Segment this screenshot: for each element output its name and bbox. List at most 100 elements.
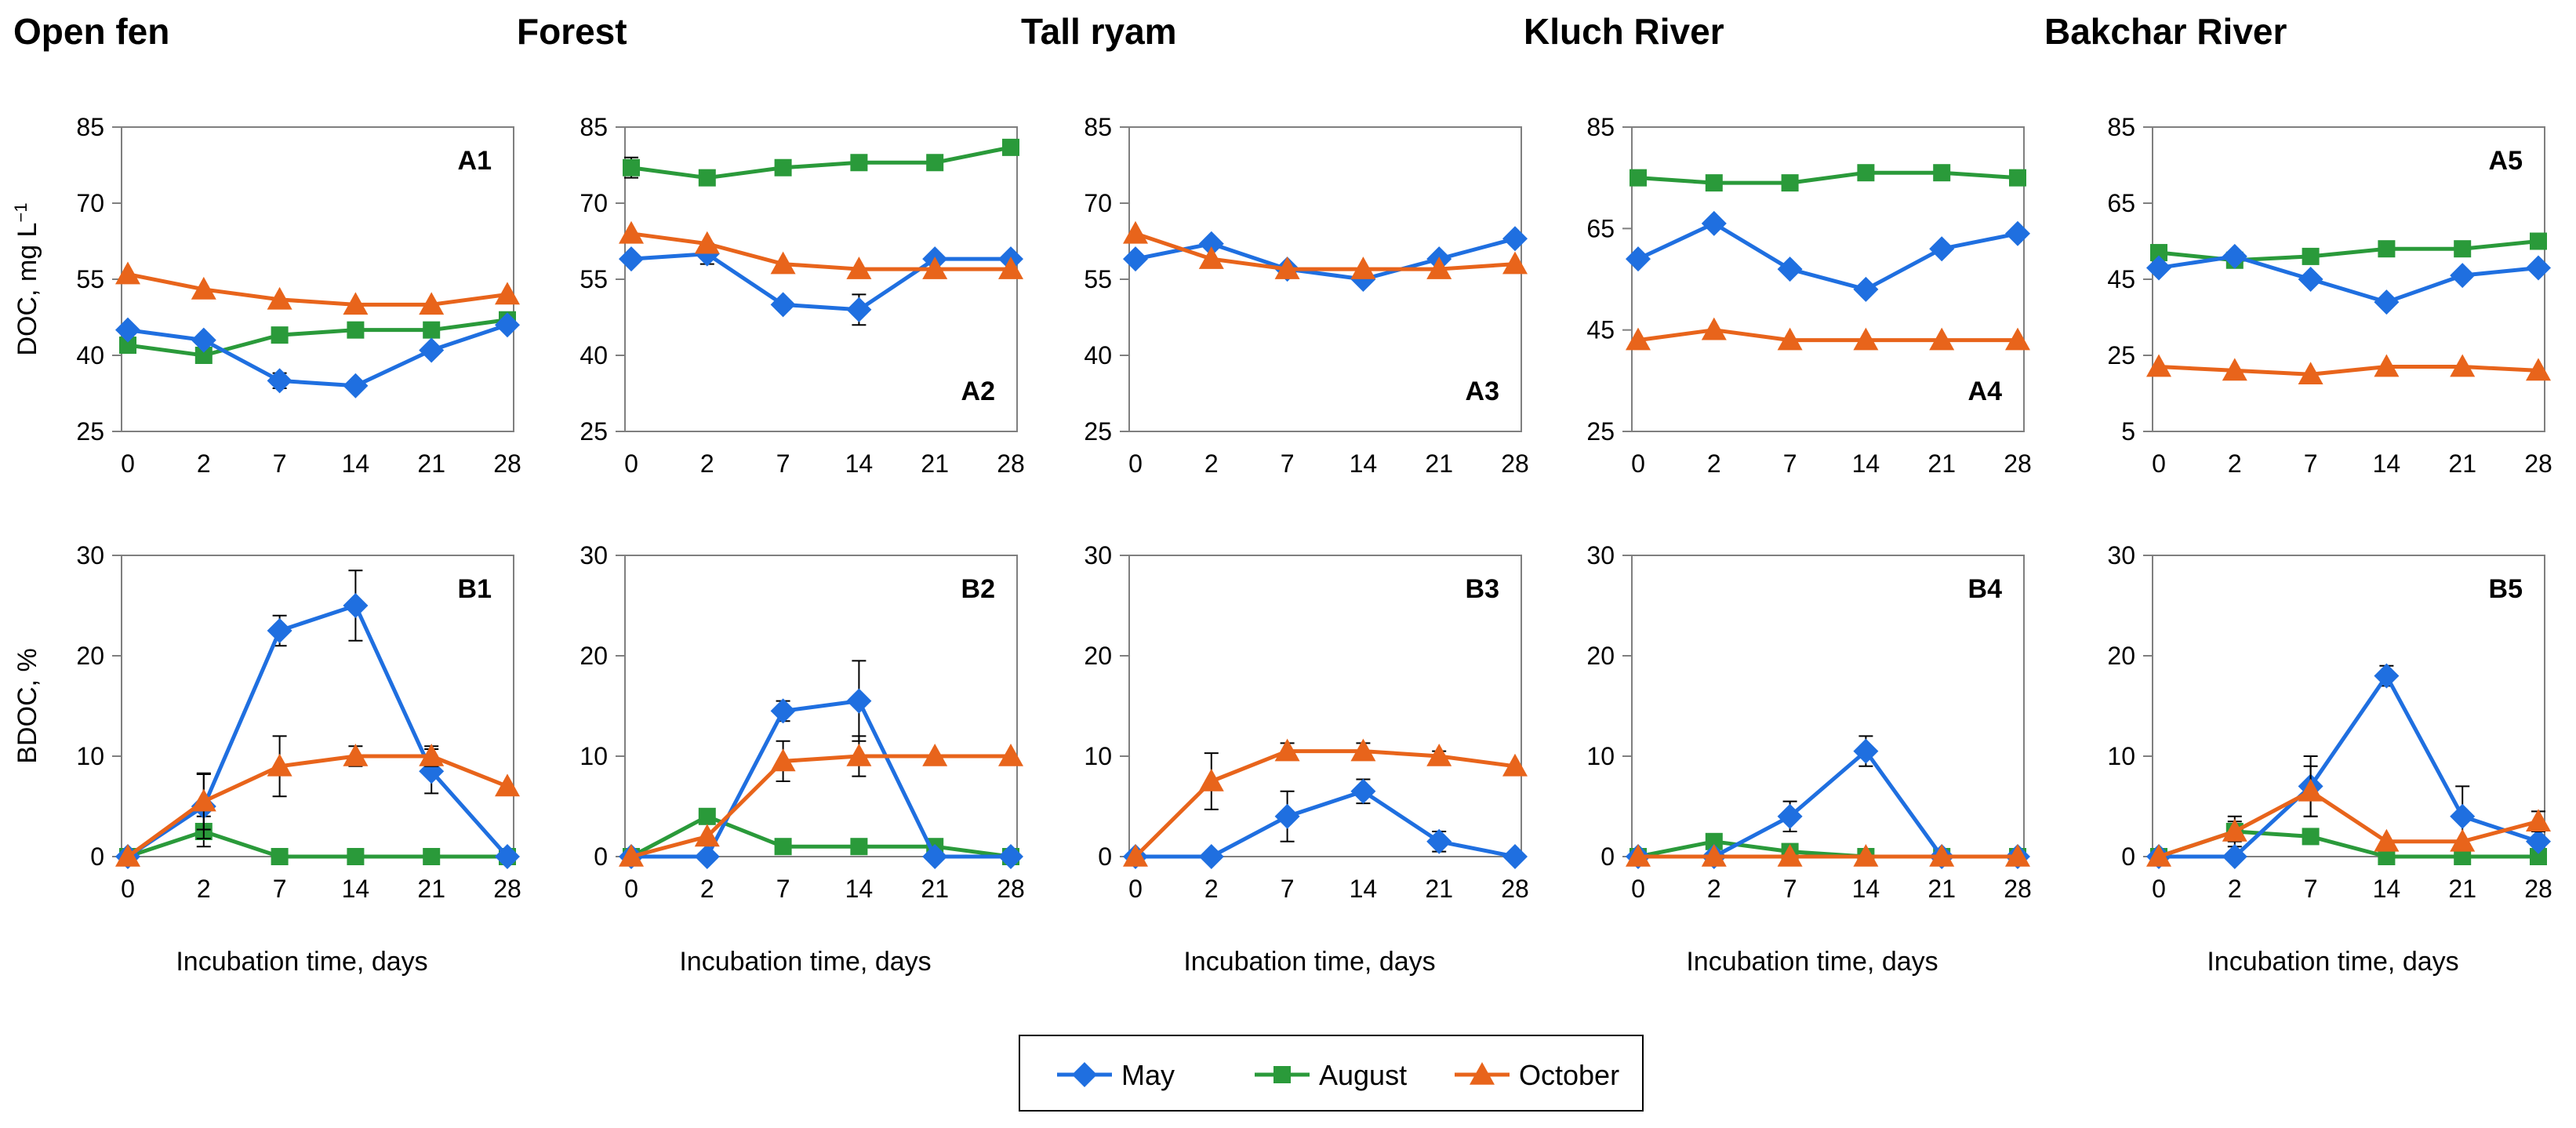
data-point [115,844,140,867]
x-tick-label: 0 [121,449,135,478]
x-tick-label: 2 [2228,875,2242,903]
data-point [1705,832,1723,850]
data-point [1853,276,1879,302]
data-point [1198,246,1224,269]
series-line [127,272,508,307]
data-point [694,824,720,847]
plot-frame [2152,555,2545,857]
data-point [2450,803,2476,829]
x-tick-label: 28 [2524,875,2552,903]
site-title: Open fen [13,11,169,52]
series-august [1630,832,2026,865]
data-point [846,297,872,322]
y-tick-label: 10 [580,742,608,770]
series-may [115,569,520,869]
data-point [619,246,644,272]
x-tick-label: 28 [2004,875,2032,903]
data-point [2005,220,2030,246]
data-point [1198,769,1224,791]
y-tick-label: 0 [1098,842,1112,871]
x-tick-label: 2 [700,449,714,478]
series-august [2150,232,2547,269]
data-point [998,744,1023,766]
data-point [1350,738,1376,762]
y-tick-label: 45 [2107,265,2135,293]
y-tick-label: 20 [2107,642,2135,670]
data-point [694,844,720,869]
x-tick-label: 0 [2152,875,2166,903]
data-point [850,154,868,172]
data-point [1274,738,1300,762]
y-tick-label: 0 [90,842,104,871]
data-point [423,321,441,339]
y-axis-title: DOC, mg L−1 [11,202,43,355]
data-point [2150,244,2167,262]
data-point [1123,246,1148,272]
data-point [343,373,369,398]
x-tick-label: 21 [1927,875,1956,903]
series-line [630,252,1011,312]
legend: May August October [1019,1035,1644,1112]
data-point [1198,231,1224,257]
y-tick-label: 70 [76,189,104,217]
y-tick-label: 20 [76,642,104,670]
x-tick-label: 28 [1501,449,1529,478]
data-point [2298,267,2323,292]
data-point [770,698,796,724]
plot-frame [121,555,514,857]
x-tick-label: 14 [1350,449,1378,478]
data-point [2005,844,2030,867]
series-may [2146,663,2551,869]
x-tick-label: 14 [342,875,370,903]
series-line [2158,254,2539,304]
legend-marker [1072,1062,1097,1087]
site-title: Tall ryam [1021,11,1177,52]
data-point [926,154,944,172]
data-point [1777,803,1803,829]
x-tick-label: 2 [197,875,211,903]
y-tick-label: 20 [1586,642,1615,670]
y-tick-label: 30 [2107,541,2135,569]
series-october [619,220,1023,279]
data-point [2009,169,2026,187]
data-point [998,257,1023,279]
x-tick-label: 21 [1927,449,1956,478]
panel-label: A5 [2489,146,2523,176]
data-point [1853,844,1879,867]
x-axis-title: Incubation time, days [176,947,427,977]
panel-label: B5 [2489,574,2523,604]
data-point [1781,174,1799,192]
data-point [2222,358,2247,381]
x-tick-label: 2 [1204,449,1219,478]
x-tick-label: 2 [1707,449,1721,478]
series-line [2158,789,2539,859]
x-tick-label: 2 [2228,449,2242,478]
data-point [1626,246,1651,272]
data-point [1502,226,1528,252]
site-title: Bakchar River [2044,11,2287,52]
series-line [2159,674,2539,859]
data-point [1701,210,1727,236]
y-tick-label: 40 [580,341,608,369]
series-line [1637,328,2018,343]
series-line [1135,231,1516,271]
x-axis-title: Incubation time, days [1686,947,1938,977]
x-tick-label: 0 [121,875,135,903]
data-point [267,618,292,643]
x-tick-label: 0 [624,449,638,478]
data-point [922,744,948,766]
x-tick-label: 7 [2304,449,2318,478]
data-point [419,744,445,766]
legend-item-october: October [1455,1059,1619,1091]
y-tick-label: 30 [580,541,608,569]
x-tick-label: 14 [845,875,874,903]
y-tick-label: 65 [1586,214,1615,242]
data-point [2302,828,2320,846]
x-tick-label: 28 [493,875,521,903]
series-line [1638,749,2018,859]
x-tick-label: 21 [1425,875,1453,903]
y-tick-label: 30 [76,541,104,569]
data-point [267,286,292,310]
data-point [1777,257,1803,282]
x-tick-label: 2 [1707,875,1721,903]
